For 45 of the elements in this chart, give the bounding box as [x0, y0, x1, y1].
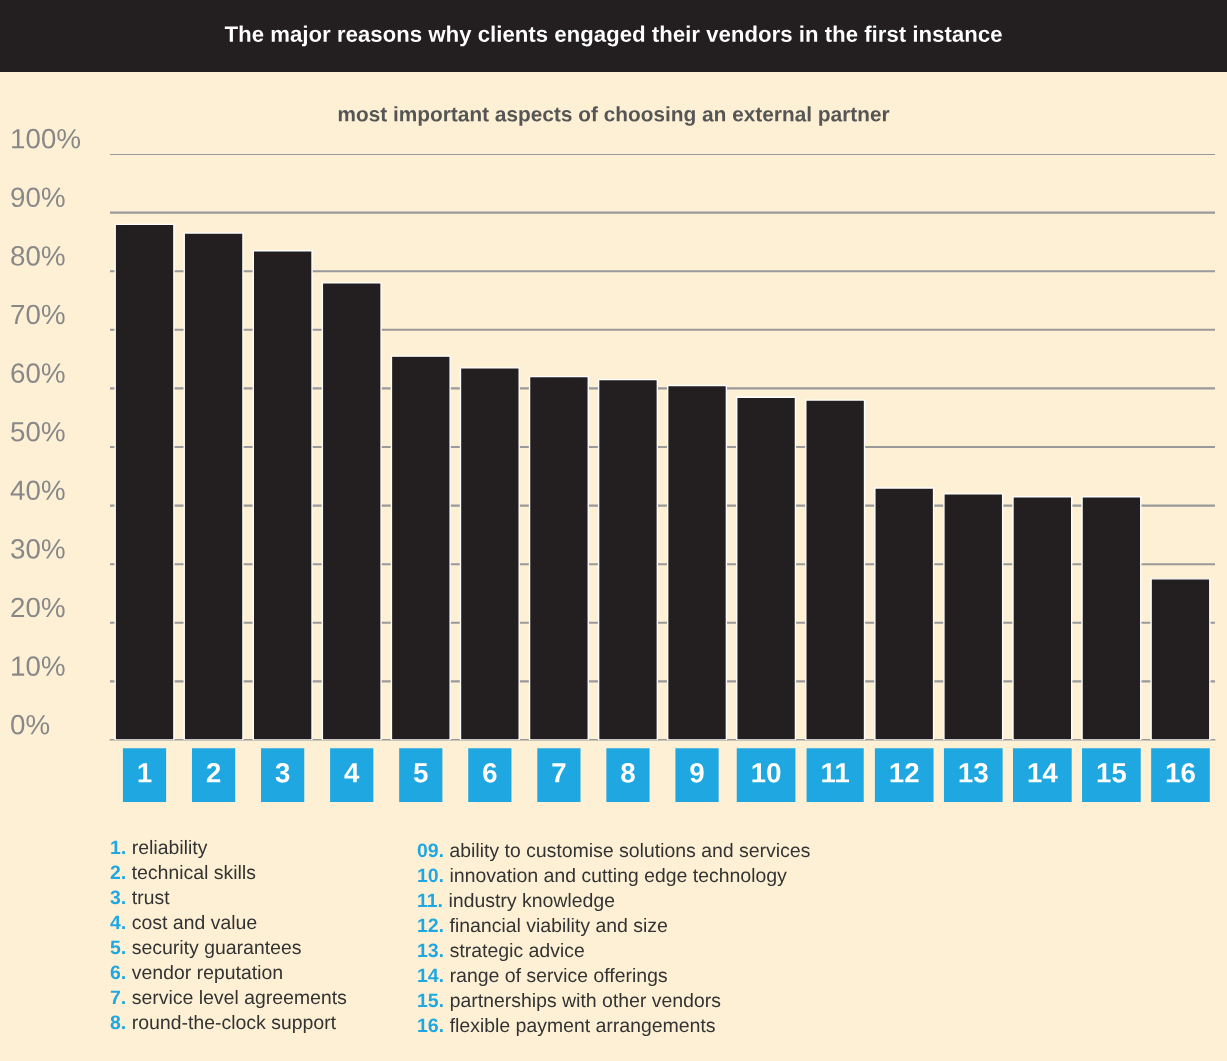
text: 16. flexible payment arrangements [418, 1017, 715, 1037]
y-tick-label: 50% [11, 421, 65, 442]
x-tick-label: 7 [552, 763, 566, 783]
text: 12. financial viability and size [418, 917, 667, 937]
text: 3. trust [110, 890, 170, 905]
text: 09. ability to customise solutions and services [417, 842, 810, 862]
y-tick-label: 20% [11, 597, 65, 618]
y-tick-label: 10% [12, 656, 65, 676]
x-tick-label: 5 [413, 763, 428, 783]
text: 15. partnerships with other vendors [418, 992, 721, 1012]
text: 10. innovation and cutting edge technology [418, 867, 787, 887]
x-tick-label: 1 [138, 763, 152, 783]
x-tick-label: 12 [890, 762, 919, 783]
x-tick-label: 13 [959, 762, 988, 783]
chart-title: The major reasons why clients engaged their vendors in the first instance [224, 25, 1002, 47]
y-tick-label: 0% [11, 714, 50, 735]
y-tick-label: 100% [12, 128, 81, 149]
y-tick-label: 80% [11, 246, 65, 266]
x-tick-label: 4 [344, 763, 360, 783]
text: 13. strategic advice [418, 942, 584, 962]
text: 6. vendor reputation [110, 964, 282, 984]
text: 5. security guarantees [110, 939, 301, 959]
text: 7. service level agreements [110, 989, 347, 1009]
y-tick-label: 40% [10, 480, 65, 501]
x-tick-label: 8 [621, 762, 635, 783]
y-tick-label: 60% [11, 363, 65, 383]
x-tick-label: 16 [1166, 762, 1195, 783]
text: 14. range of service offerings [418, 967, 667, 987]
x-tick-label: 9 [690, 762, 704, 783]
text: 2. technical skills [110, 864, 256, 880]
x-tick-label: 2 [206, 762, 221, 783]
text: 4. cost and value [110, 914, 257, 930]
x-tick-label: 6 [483, 762, 497, 783]
y-tick-label: 70% [11, 304, 65, 325]
x-tick-label: 10 [752, 762, 781, 783]
chart-subtitle: most important aspects of choosing an external partner [338, 106, 890, 126]
x-tick-label: 14 [1028, 763, 1058, 783]
x-tick-label: 11 [822, 763, 850, 783]
text: 8. round-the-clock support [110, 1014, 336, 1034]
text: 11. industry knowledge [418, 892, 615, 912]
x-tick-label: 15 [1097, 763, 1127, 783]
x-tick-label: 3 [275, 762, 290, 783]
y-tick-label: 90% [11, 187, 65, 208]
y-tick-label: 30% [11, 539, 65, 559]
text: 1. reliability [111, 839, 208, 859]
